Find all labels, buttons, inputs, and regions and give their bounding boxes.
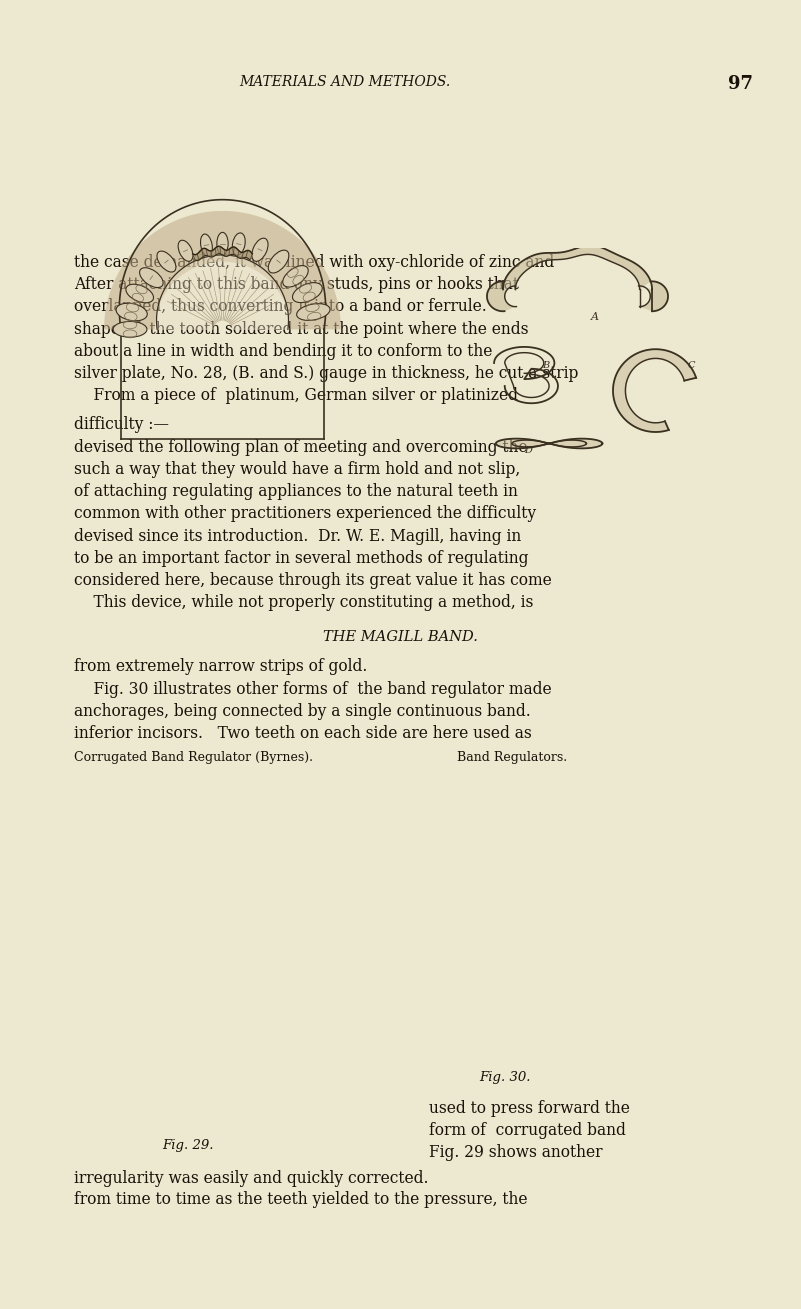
Ellipse shape	[252, 238, 268, 262]
Text: Band Regulators.: Band Regulators.	[457, 751, 566, 764]
Text: difficulty :—: difficulty :—	[74, 416, 168, 433]
Text: 97: 97	[728, 75, 754, 93]
Ellipse shape	[126, 284, 154, 302]
Text: D: D	[524, 445, 532, 454]
Polygon shape	[496, 439, 602, 449]
Text: to be an important factor in several methods of regulating: to be an important factor in several met…	[74, 550, 528, 567]
Text: Fig. 30.: Fig. 30.	[479, 1071, 530, 1084]
Ellipse shape	[232, 233, 245, 255]
Text: such a way that they would have a firm hold and not slip,: such a way that they would have a firm h…	[74, 461, 520, 478]
Ellipse shape	[116, 304, 147, 321]
Ellipse shape	[139, 268, 163, 288]
Ellipse shape	[200, 234, 212, 257]
Polygon shape	[487, 245, 668, 312]
Text: silver plate, No. 28, (B. and S.) gauge in thickness, he cut a strip: silver plate, No. 28, (B. and S.) gauge …	[74, 365, 578, 382]
Text: used to press forward the: used to press forward the	[429, 1100, 630, 1117]
Text: overlapped, thus converting it into a band or ferrule.: overlapped, thus converting it into a ba…	[74, 298, 486, 315]
Text: After attaching to this band any studs, pins or hooks that: After attaching to this band any studs, …	[74, 276, 518, 293]
Text: devised the following plan of meeting and overcoming the: devised the following plan of meeting an…	[74, 439, 527, 456]
Text: C: C	[687, 360, 695, 369]
Polygon shape	[156, 255, 288, 330]
Text: of attaching regulating appliances to the natural teeth in: of attaching regulating appliances to th…	[74, 483, 517, 500]
Ellipse shape	[296, 304, 330, 321]
Text: Fig. 30 illustrates other forms of  the band regulator made: Fig. 30 illustrates other forms of the b…	[74, 681, 551, 698]
Text: Corrugated Band Regulator (Byrnes).: Corrugated Band Regulator (Byrnes).	[74, 751, 312, 764]
Text: From a piece of  platinum, German silver or platinized: From a piece of platinum, German silver …	[74, 387, 517, 404]
Ellipse shape	[157, 251, 176, 272]
Text: from extremely narrow strips of gold.: from extremely narrow strips of gold.	[74, 658, 367, 675]
Ellipse shape	[283, 266, 308, 287]
Text: from time to time as the teeth yielded to the pressure, the: from time to time as the teeth yielded t…	[74, 1191, 527, 1207]
Text: THE MAGILL BAND.: THE MAGILL BAND.	[323, 630, 478, 644]
Text: irregularity was easily and quickly corrected.: irregularity was easily and quickly corr…	[74, 1170, 429, 1186]
Text: Fig. 29.: Fig. 29.	[163, 1139, 214, 1152]
Ellipse shape	[178, 241, 193, 262]
Ellipse shape	[268, 250, 289, 274]
Text: anchorages, being connected by a single continuous band.: anchorages, being connected by a single …	[74, 703, 530, 720]
Text: A: A	[591, 313, 599, 322]
Polygon shape	[192, 246, 252, 260]
Text: form of  corrugated band: form of corrugated band	[429, 1122, 626, 1139]
Text: Fig. 29 shows another: Fig. 29 shows another	[429, 1144, 602, 1161]
Text: B: B	[542, 360, 549, 369]
Text: This device, while not properly constituting a method, is: This device, while not properly constitu…	[74, 594, 533, 611]
Text: MATERIALS AND METHODS.: MATERIALS AND METHODS.	[239, 75, 450, 89]
Ellipse shape	[217, 233, 228, 255]
Text: about a line in width and bending it to conform to the: about a line in width and bending it to …	[74, 343, 492, 360]
Text: considered here, because through its great value it has come: considered here, because through its gre…	[74, 572, 551, 589]
Text: inferior incisors.   Two teeth on each side are here used as: inferior incisors. Two teeth on each sid…	[74, 725, 531, 742]
Ellipse shape	[113, 322, 147, 338]
Text: the case demanded, it was lined with oxy-chloride of zinc and: the case demanded, it was lined with oxy…	[74, 254, 554, 271]
Text: shape of  the tooth soldered it at the point where the ends: shape of the tooth soldered it at the po…	[74, 321, 528, 338]
Text: devised since its introduction.  Dr. W. E. Magill, having in: devised since its introduction. Dr. W. E…	[74, 528, 521, 545]
Ellipse shape	[292, 283, 322, 302]
Polygon shape	[104, 211, 341, 330]
Polygon shape	[613, 350, 696, 432]
Text: common with other practitioners experienced the difficulty: common with other practitioners experien…	[74, 505, 536, 522]
